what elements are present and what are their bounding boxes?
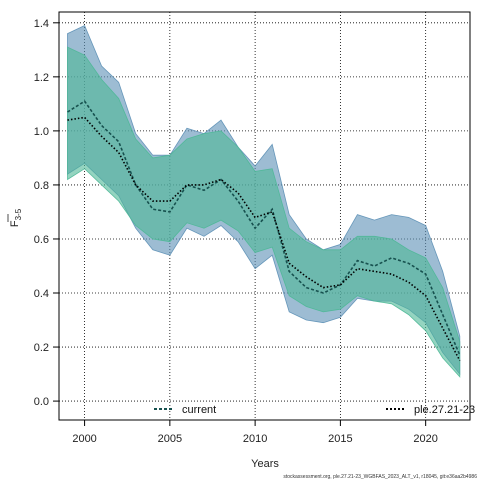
x-axis-title: Years <box>251 458 279 470</box>
svg-text:F3-5: F3-5 <box>9 208 23 227</box>
y-tick-label: 0.8 <box>34 180 49 192</box>
y-tick-label: 1.2 <box>34 72 49 84</box>
caption: stockassessment.org, ple.27.21-23_WGBFAS… <box>283 474 477 480</box>
y-axis-title: F3-5 <box>9 208 23 227</box>
y-tick-label: 0.2 <box>34 342 49 354</box>
x-tick-label: 2010 <box>243 433 267 445</box>
y-tick-label: 0.6 <box>34 234 49 246</box>
y-tick-label: 1.0 <box>34 126 49 138</box>
y-axis-title-main: F <box>9 220 21 227</box>
axes: 2000 2005 2010 2015 2020 0.0 0.2 0.4 0.6 0.8 1.0 1.… <box>34 11 471 445</box>
x-tick-label: 2015 <box>328 433 352 445</box>
y-tick-label: 0.0 <box>34 396 49 408</box>
legend: current ple.27.21-23 <box>154 404 475 416</box>
confidence-bands <box>67 24 461 378</box>
y-tick-label: 1.4 <box>34 18 49 30</box>
y-tick-label: 0.4 <box>34 288 49 300</box>
legend-label-current: current <box>182 404 216 416</box>
y-axis-title-sub: 3-5 <box>14 208 23 220</box>
x-tick-label: 2005 <box>158 433 182 445</box>
plot-frame <box>58 11 471 421</box>
series-lines <box>67 100 461 361</box>
legend-label-ple: ple.27.21-23 <box>414 404 475 416</box>
band-ple <box>67 46 461 378</box>
line-current <box>67 100 461 356</box>
x-tick-label: 2020 <box>413 433 437 445</box>
x-tick-label: 2000 <box>72 433 96 445</box>
